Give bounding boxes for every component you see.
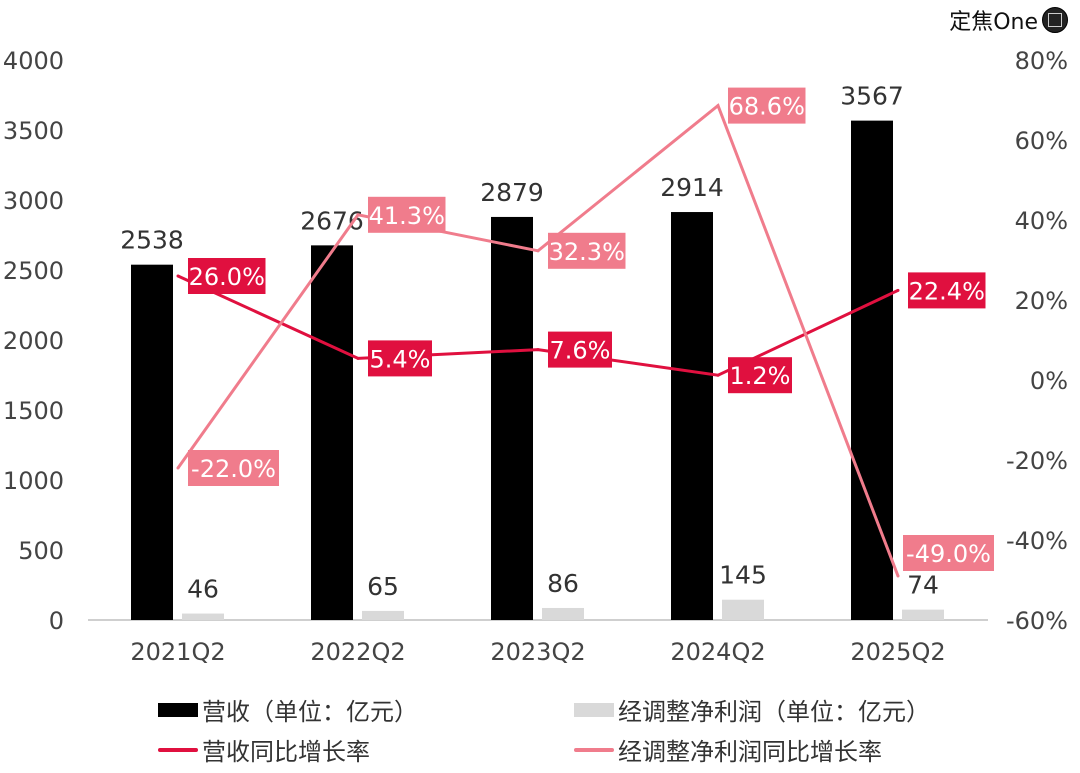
line-point — [356, 356, 360, 360]
logo-icon — [1042, 7, 1068, 33]
legend-label: 营收（单位：亿元） — [202, 698, 418, 726]
x-tick-label: 2021Q2 — [130, 638, 225, 666]
y-right-tick-label: -40% — [1006, 527, 1068, 555]
plot-area: 0 500 1000 1500 2000 2500 3000 3500 4000 -60% -40%… — [3, 47, 1068, 666]
legend-item-profit: 经调整净利润（单位：亿元） — [574, 692, 930, 727]
bar-value-label: 3567 — [840, 82, 904, 111]
bar — [902, 609, 944, 620]
bar — [722, 599, 764, 620]
data-label: 7.6% — [550, 337, 611, 365]
y-right-tick-label: 0% — [1030, 367, 1068, 395]
line-point — [896, 574, 900, 578]
bar — [182, 613, 224, 620]
data-label-box — [908, 272, 986, 309]
bar-value-label: 2914 — [660, 173, 724, 202]
line-point — [896, 288, 900, 292]
y-left-tick-label: 3000 — [3, 187, 64, 215]
data-label-box — [188, 450, 279, 486]
y-left-tick-label: 0 — [49, 607, 64, 635]
bar-value-label: 2879 — [480, 178, 544, 207]
bar-value-label: 46 — [187, 575, 219, 604]
data-label: 22.4% — [909, 277, 985, 305]
legend-label: 经调整净利润（单位：亿元） — [618, 698, 930, 726]
data-label: 1.2% — [730, 362, 791, 390]
line-point — [176, 466, 180, 470]
data-label: 26.0% — [189, 263, 265, 291]
bar — [491, 216, 533, 620]
data-label-box — [188, 258, 266, 294]
line-point — [536, 348, 540, 352]
logo: 定焦One — [949, 4, 1068, 36]
data-label: 5.4% — [370, 345, 431, 373]
data-label-box — [548, 331, 612, 368]
legend-swatch — [574, 702, 614, 717]
data-label-box — [368, 340, 432, 377]
line-point — [176, 274, 180, 278]
y-left-tick-label: 1000 — [3, 467, 64, 495]
y-left-tick-label: 2500 — [3, 257, 64, 285]
y-left-tick-label: 3500 — [3, 117, 64, 145]
data-label: 32.3% — [549, 238, 625, 266]
legend-label: 经调整净利润同比增长率 — [618, 738, 882, 766]
logo-text: 定焦One — [949, 10, 1038, 35]
line-point — [716, 104, 720, 108]
y-right-tick-label: -60% — [1006, 607, 1068, 635]
y-left-tick-label: 500 — [18, 537, 64, 565]
bar — [131, 264, 173, 620]
y-right-tick-label: 20% — [1015, 287, 1068, 315]
y-left-tick-label: 1500 — [3, 397, 64, 425]
y-right-tick-label: 80% — [1015, 47, 1068, 75]
legend-item-profit-growth: 经调整净利润同比增长率 — [574, 732, 882, 767]
bar-value-label: 2538 — [120, 226, 184, 255]
bar — [542, 607, 584, 620]
data-label: 68.6% — [729, 93, 805, 121]
y-right-tick-label: -20% — [1006, 447, 1068, 475]
bar-value-label: 74 — [907, 571, 939, 600]
data-label: -49.0% — [906, 540, 991, 568]
data-label-box — [728, 87, 806, 124]
legend-swatch — [574, 747, 614, 752]
bar-value-label: 86 — [547, 569, 579, 598]
line-point — [536, 249, 540, 253]
data-label: -22.0% — [191, 455, 276, 483]
y-right-tick-label: 60% — [1015, 127, 1068, 155]
data-label-box — [368, 196, 446, 233]
bar — [851, 120, 893, 621]
x-tick-label: 2023Q2 — [490, 638, 585, 666]
legend-swatch — [158, 702, 198, 717]
data-label-box — [548, 232, 626, 269]
y-left-tick-label: 2000 — [3, 327, 64, 355]
bar — [362, 610, 404, 620]
data-label-box — [728, 357, 792, 394]
bar-value-label: 65 — [367, 572, 399, 601]
x-tick-label: 2024Q2 — [670, 638, 765, 666]
legend-item-revenue: 营收（单位：亿元） — [158, 692, 418, 727]
line-point — [716, 373, 720, 377]
legend-label: 营收同比增长率 — [202, 738, 370, 766]
bar — [671, 212, 713, 621]
x-tick-label: 2025Q2 — [850, 638, 945, 666]
bar — [311, 245, 353, 621]
data-label-box — [903, 535, 994, 571]
legend-swatch — [158, 747, 198, 752]
line-point — [356, 213, 360, 217]
bar-value-label: 145 — [719, 561, 767, 590]
x-tick-label: 2022Q2 — [310, 638, 405, 666]
legend-item-revenue-growth: 营收同比增长率 — [158, 732, 370, 767]
data-label: 41.3% — [369, 202, 445, 230]
y-left-tick-label: 4000 — [3, 47, 64, 75]
y-right-tick-label: 40% — [1015, 207, 1068, 235]
